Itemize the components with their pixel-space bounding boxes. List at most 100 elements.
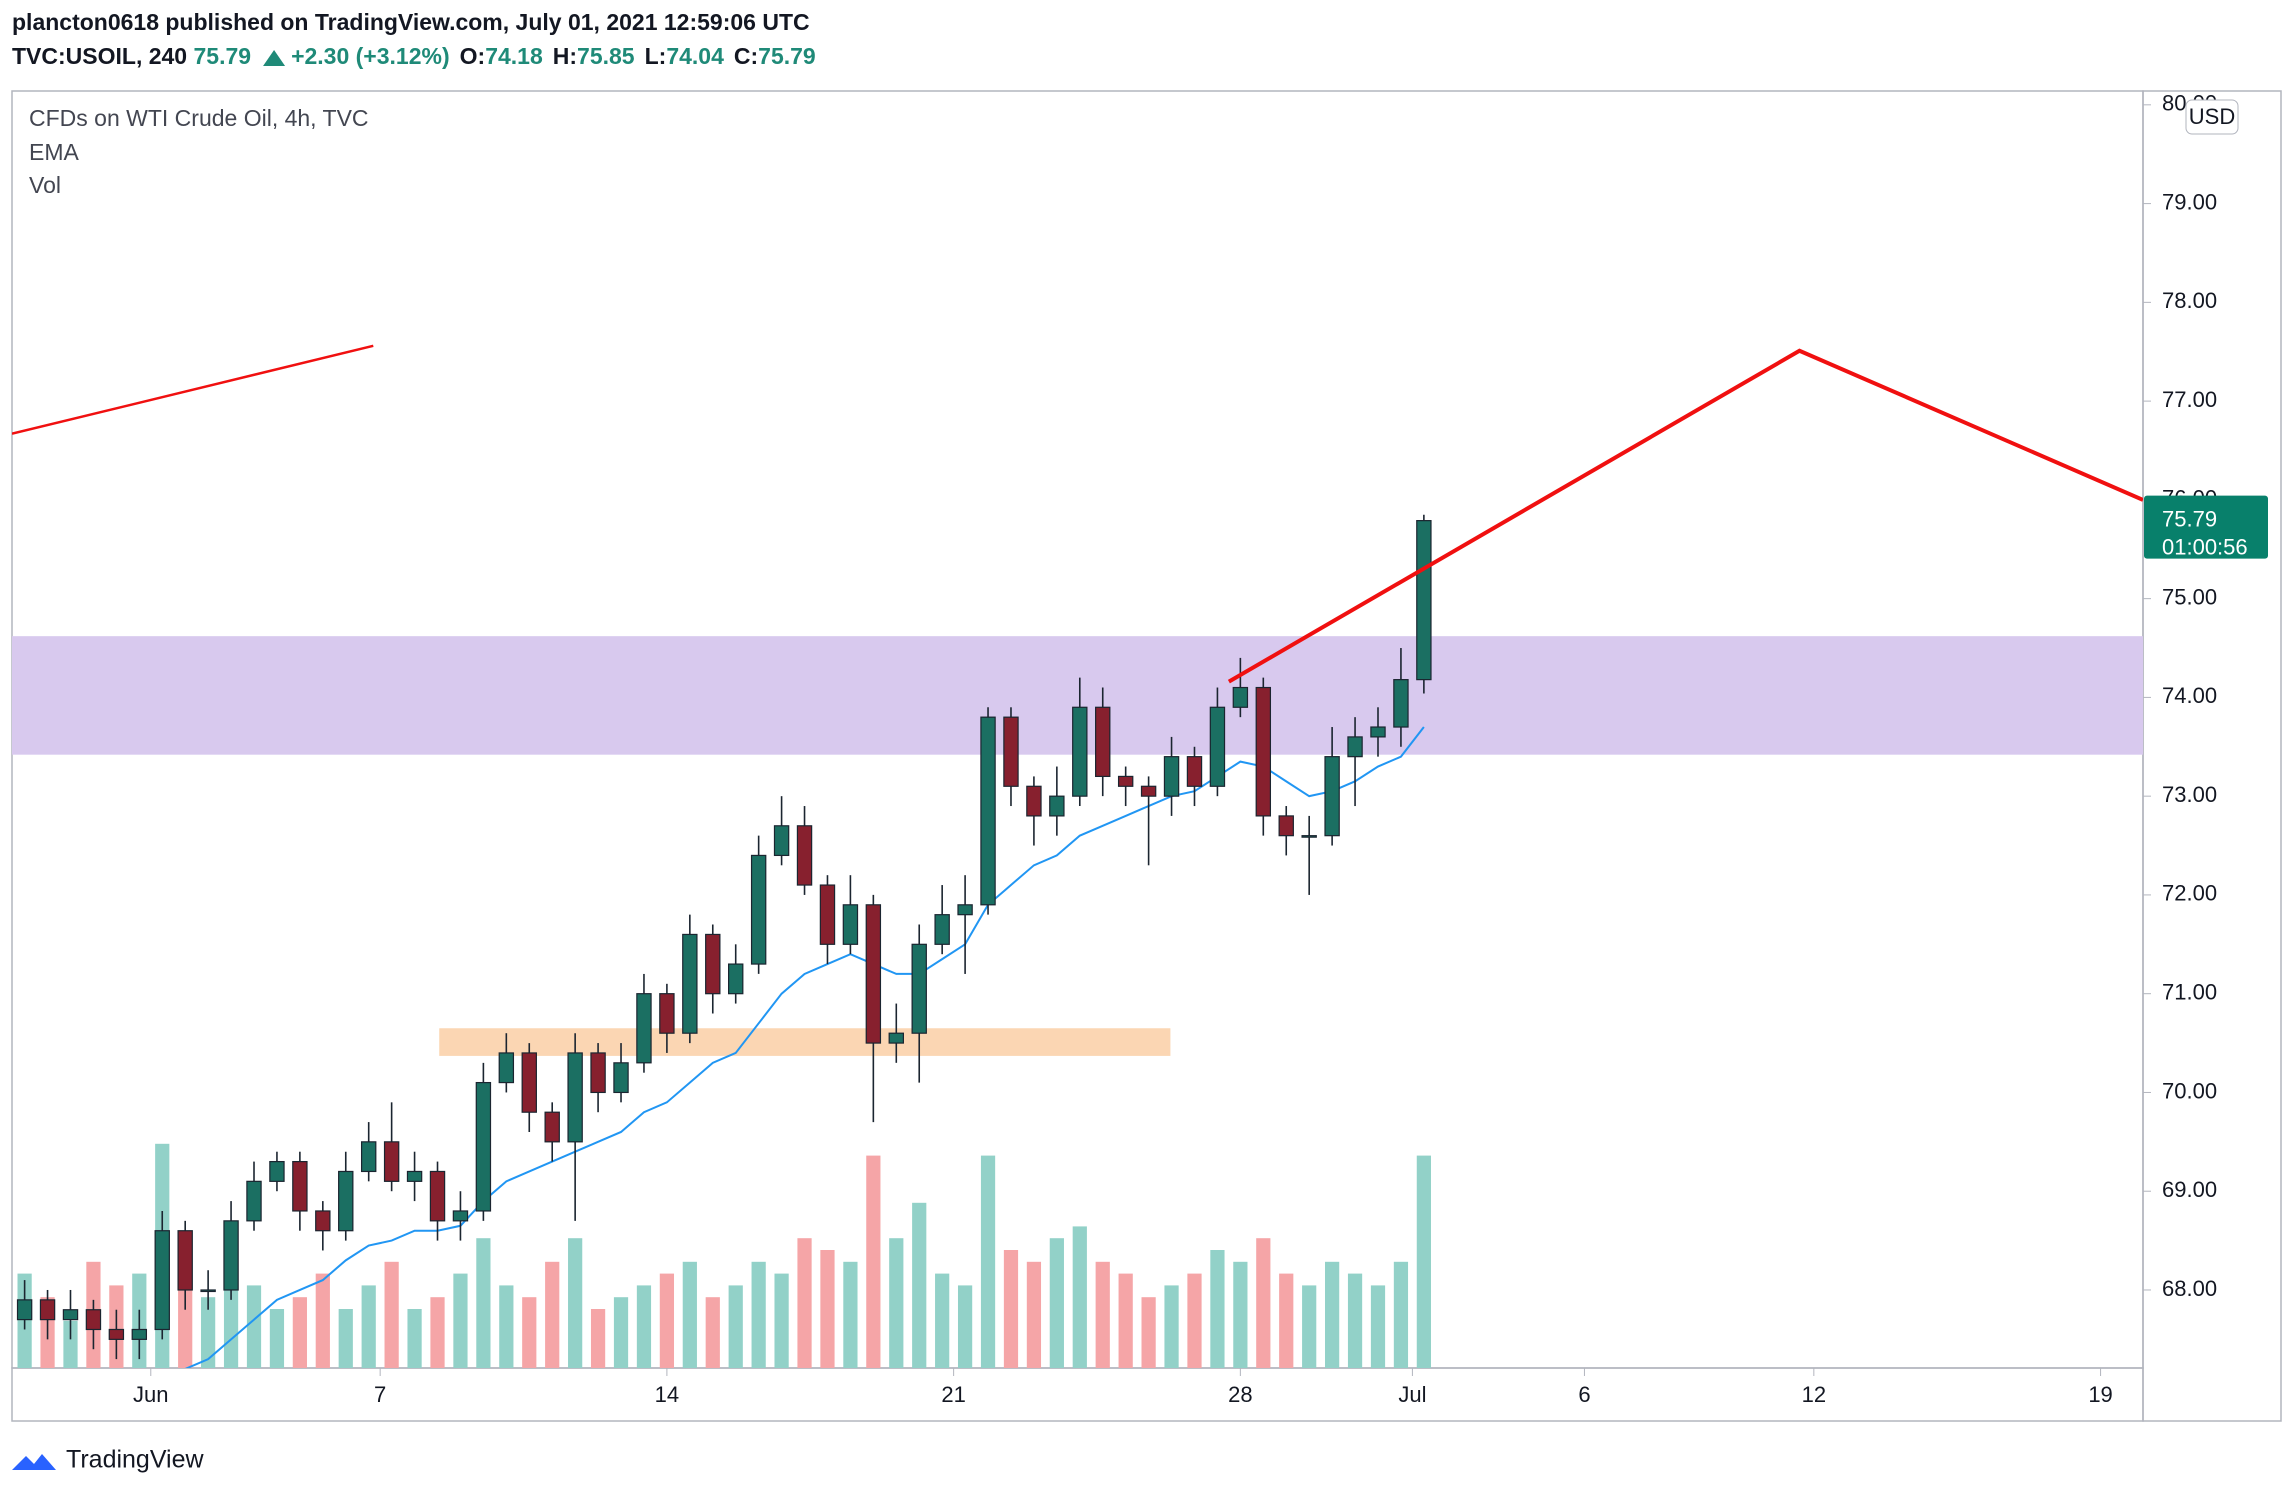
candle-body: [636, 993, 652, 1064]
price-axis-frame: [2142, 90, 2282, 1422]
volume-bar: [1416, 1155, 1431, 1368]
volume-bar: [338, 1309, 353, 1368]
price-tag-value: 75.79: [2162, 506, 2217, 531]
ohlc-value: 74.04: [666, 43, 724, 69]
ohlc-label: C:: [734, 43, 758, 69]
candle-body: [613, 1062, 629, 1094]
volume-bar: [1256, 1238, 1271, 1368]
volume-bar: [843, 1261, 858, 1368]
legend-symbol: CFDs on WTI Crude Oil, 4h, TVC: [29, 105, 369, 131]
candle-body: [154, 1230, 170, 1331]
y-tick-label: 74.00: [2162, 683, 2217, 708]
volume-bar: [1393, 1261, 1409, 1368]
candle-body: [1347, 736, 1363, 758]
candle-body: [1026, 785, 1042, 817]
x-tick-label: 28: [1228, 1382, 1252, 1407]
volume-bar: [751, 1261, 766, 1368]
volume-bar: [705, 1297, 720, 1368]
candle-body: [406, 1170, 423, 1182]
quote-line: TVC:USOIL, 240 75.79: [12, 43, 251, 69]
volume-bar: [545, 1261, 560, 1368]
ohlc-label: L:: [645, 43, 667, 69]
x-tick-label: 12: [1802, 1382, 1826, 1407]
x-tick-label: Jul: [1398, 1382, 1426, 1407]
candle-body: [1232, 686, 1249, 708]
candle-body: [888, 1032, 904, 1044]
volume-bar: [820, 1250, 835, 1368]
volume-bar: [246, 1285, 262, 1368]
volume-bar: [1118, 1273, 1133, 1368]
candle-body: [567, 1052, 583, 1143]
candle-body: [544, 1111, 560, 1143]
volume-bar: [797, 1238, 812, 1368]
y-tick-label: 77.00: [2162, 387, 2217, 412]
volume-bar: [1072, 1226, 1087, 1368]
ohlc-value: 75.85: [577, 43, 635, 69]
candle-body: [1324, 756, 1340, 837]
candle-body: [360, 1141, 377, 1173]
candle-body: [1003, 716, 1019, 787]
candle-body: [590, 1052, 606, 1094]
legend-vol: Vol: [29, 172, 61, 198]
symbol: TVC:USOIL, 240: [12, 43, 187, 69]
quote-changes: +2.30 (+3.12%) O:74.18 H:75.85 L:74.04 C:75.…: [291, 43, 816, 69]
y-tick-label: 78.00: [2162, 288, 2217, 313]
volume-bar: [613, 1297, 629, 1368]
volume-bar: [1026, 1261, 1042, 1368]
ohlc-label: H:: [553, 43, 577, 69]
y-tick-label: 72.00: [2162, 881, 2217, 906]
candle-body: [1255, 686, 1272, 817]
x-tick-label: 6: [1578, 1382, 1590, 1407]
candle-body: [177, 1230, 193, 1291]
volume-bar: [590, 1309, 606, 1368]
volume-bar: [407, 1309, 422, 1368]
up-arrow: [263, 50, 286, 66]
ohlc-label: O:: [460, 43, 486, 69]
currency: USD: [2189, 104, 2235, 129]
candle-body: [1416, 520, 1432, 681]
candle-body: [452, 1210, 469, 1222]
volume-bar: [980, 1155, 996, 1368]
volume-bar: [1141, 1297, 1156, 1368]
zone: [439, 1028, 1171, 1056]
volume-bar: [774, 1273, 789, 1368]
candle-body: [521, 1052, 537, 1113]
candle-body: [796, 825, 813, 886]
candle-body: [383, 1141, 400, 1182]
candle-body: [1117, 775, 1134, 787]
candle-body: [1209, 706, 1226, 787]
price-tag: [2144, 495, 2268, 559]
candle-body: [246, 1180, 262, 1222]
candle-body: [819, 884, 836, 945]
y-tick-label: 68.00: [2162, 1276, 2217, 1301]
candle-body: [1278, 815, 1294, 837]
volume-bar: [957, 1285, 973, 1368]
currency-box[interactable]: [2185, 99, 2239, 135]
candle-body: [429, 1170, 446, 1222]
candle-body: [934, 914, 950, 945]
trend-line: [12, 344, 374, 435]
volume-bar: [63, 1320, 78, 1368]
candle-body: [16, 1299, 33, 1321]
volume-bar: [1210, 1250, 1225, 1368]
candle-body: [223, 1220, 239, 1291]
candle-body: [85, 1309, 102, 1331]
candle-body: [957, 904, 973, 916]
volume-bar: [499, 1285, 514, 1368]
volume-bar: [476, 1238, 491, 1368]
candle-body: [39, 1299, 56, 1321]
ohlc-value: 75.79: [758, 43, 816, 69]
candle-body: [131, 1328, 148, 1340]
volume-bar: [1095, 1261, 1110, 1368]
candle-body: [200, 1289, 216, 1293]
volume-bar: [568, 1238, 583, 1368]
volume-bar: [430, 1297, 445, 1368]
legend-ema: EMA: [29, 139, 80, 165]
y-tick-label: 75.00: [2162, 584, 2217, 609]
candle-body: [911, 943, 927, 1034]
tv-logo: [12, 1454, 56, 1470]
y-tick-label: 79.00: [2162, 189, 2217, 214]
candle-body: [108, 1328, 125, 1340]
x-tick-label: 21: [941, 1382, 965, 1407]
